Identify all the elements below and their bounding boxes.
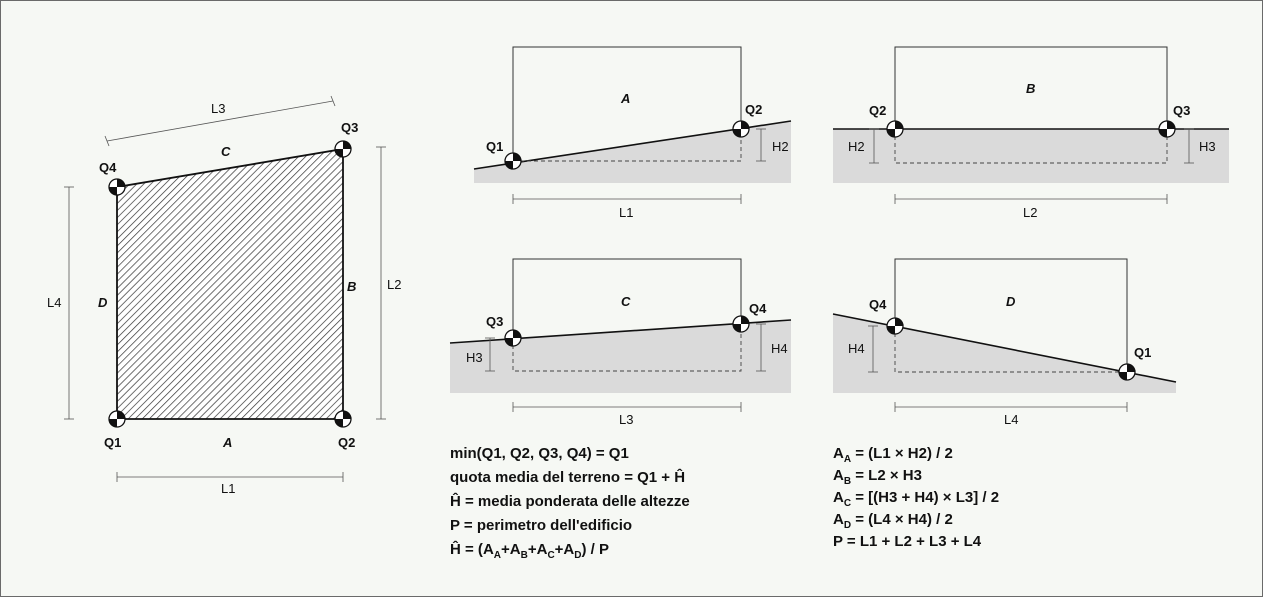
section-c-height-left: H3 [466, 350, 483, 365]
section-a-length: L1 [619, 205, 633, 220]
formulas-left: min(Q1, Q2, Q3, Q4) = Q1 quota media del… [450, 445, 690, 561]
formula-perimeter-definition: P = perimetro dell'edificio [450, 517, 632, 534]
section-b: H2 H3 L2 Q2 Q3 B [833, 47, 1229, 220]
plan-view: L3 L2 L4 L1 C B D A Q4 Q3 Q1 Q2 [47, 96, 401, 496]
plan-label-l4: L4 [47, 295, 61, 310]
section-c-length: L3 [619, 412, 633, 427]
benchmark-icon [505, 153, 521, 169]
section-a-left-point: Q1 [486, 139, 503, 154]
section-c-right-point: Q4 [749, 301, 767, 316]
benchmark-icon [887, 121, 903, 137]
plan-corner-q1: Q1 [104, 435, 121, 450]
section-b-height-left: H2 [848, 139, 865, 154]
formula-perimeter: P = L1 + L2 + L3 + L4 [833, 533, 982, 550]
section-b-left-point: Q2 [869, 103, 886, 118]
section-a-right-point: Q2 [745, 102, 762, 117]
benchmark-icon [733, 121, 749, 137]
plan-label-l1: L1 [221, 481, 235, 496]
plan-side-b: B [347, 279, 356, 294]
section-d-right-point: Q1 [1134, 345, 1151, 360]
formula-min: min(Q1, Q2, Q3, Q4) = Q1 [450, 445, 629, 462]
section-c-left-point: Q3 [486, 314, 503, 329]
section-c-height-right: H4 [771, 341, 788, 356]
section-d-height: H4 [848, 341, 865, 356]
formula-h-definition: Ĥ = media ponderata delle altezze [450, 492, 690, 510]
section-a-height: H2 [772, 139, 789, 154]
benchmark-icon [109, 411, 125, 427]
benchmark-icon [1159, 121, 1175, 137]
benchmark-icon [1119, 364, 1135, 380]
section-a: H2 L1 Q1 Q2 A [474, 47, 791, 220]
plan-side-d: D [98, 295, 108, 310]
formula-area-d: AD = (L4 × H4) / 2 [833, 511, 953, 531]
formula-area-a: AA = (L1 × H2) / 2 [833, 445, 953, 465]
section-d: H4 L4 Q4 Q1 D [833, 259, 1176, 427]
formulas-right: AA = (L1 × H2) / 2 AB = L2 × H3 AC = [(H… [833, 445, 999, 550]
benchmark-icon [335, 411, 351, 427]
plan-label-l3: L3 [211, 101, 225, 116]
formula-h-weighted: Ĥ = (AA+AB+AC+AD) / P [450, 540, 609, 561]
section-a-face: A [620, 91, 630, 106]
benchmark-icon [505, 330, 521, 346]
section-d-left-point: Q4 [869, 297, 887, 312]
formula-quota-media: quota media del terreno = Q1 + Ĥ [450, 468, 685, 486]
ground-fill [833, 314, 1176, 393]
building-footprint [117, 149, 343, 419]
benchmark-icon [335, 141, 351, 157]
benchmark-icon [109, 179, 125, 195]
benchmark-icon [733, 316, 749, 332]
plan-side-c: C [221, 144, 231, 159]
section-b-right-point: Q3 [1173, 103, 1190, 118]
benchmark-icon [887, 318, 903, 334]
plan-corner-q4: Q4 [99, 160, 117, 175]
plan-side-a: A [222, 435, 232, 450]
section-b-length: L2 [1023, 205, 1037, 220]
formula-area-c: AC = [(H3 + H4) × L3] / 2 [833, 489, 999, 509]
plan-corner-q2: Q2 [338, 435, 355, 450]
section-b-height-right: H3 [1199, 139, 1216, 154]
plan-corner-q3: Q3 [341, 120, 358, 135]
plan-label-l2: L2 [387, 277, 401, 292]
section-d-face: D [1006, 294, 1016, 309]
section-c-face: C [621, 294, 631, 309]
section-c: H3 H4 L3 Q3 Q4 C [450, 259, 791, 427]
formula-area-b: AB = L2 × H3 [833, 467, 922, 487]
section-d-length: L4 [1004, 412, 1018, 427]
section-b-face: B [1026, 81, 1035, 96]
